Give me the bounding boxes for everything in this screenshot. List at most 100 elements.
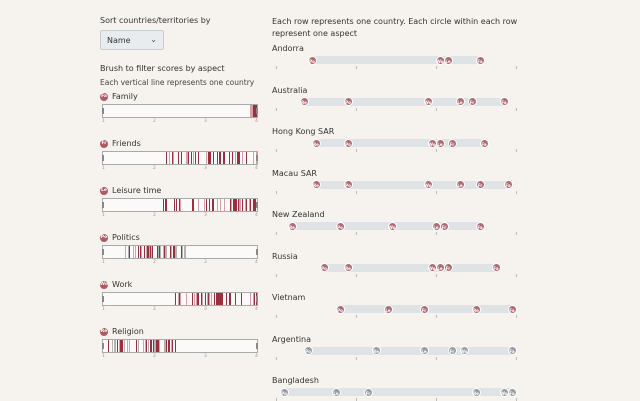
aspect-dot-fa[interactable]: Fa bbox=[507, 387, 517, 397]
aspect-dot-le[interactable]: Le bbox=[435, 138, 445, 148]
country-line bbox=[200, 293, 202, 305]
aspect-dot-fa[interactable]: Fa bbox=[507, 346, 517, 355]
brush-axis-label: 1 bbox=[102, 166, 105, 171]
sort-select[interactable]: Name ⌄ bbox=[100, 30, 164, 50]
aspect-dot-re[interactable]: Re bbox=[471, 387, 481, 397]
country-line bbox=[197, 152, 199, 164]
aspect-dot-re[interactable]: Re bbox=[311, 180, 321, 189]
brush-handle[interactable] bbox=[256, 202, 258, 208]
country-range-bar bbox=[320, 263, 500, 272]
country-line bbox=[226, 293, 228, 305]
aspect-dot-po[interactable]: Po bbox=[343, 138, 353, 148]
aspect-dot-fr[interactable]: Fr bbox=[443, 263, 453, 272]
aspect-dot-fa[interactable]: Fa bbox=[475, 55, 485, 65]
brush-handle[interactable] bbox=[102, 202, 104, 208]
country-line bbox=[117, 340, 119, 352]
brush-handle[interactable] bbox=[256, 343, 258, 349]
country-line bbox=[181, 246, 183, 258]
aspect-dot-po[interactable]: Po bbox=[303, 346, 313, 355]
brush-re[interactable] bbox=[102, 339, 258, 353]
aspect-dot-re[interactable]: Re bbox=[299, 97, 309, 106]
aspect-dot-le[interactable]: Le bbox=[443, 55, 453, 65]
country-line bbox=[253, 293, 255, 305]
aspect-dot-fa[interactable]: Fa bbox=[503, 180, 513, 189]
country-line bbox=[163, 246, 164, 258]
aspect-dot-po[interactable]: Po bbox=[307, 55, 317, 65]
brush-handle[interactable] bbox=[256, 249, 258, 255]
aspect-dot-re[interactable]: Re bbox=[471, 304, 481, 314]
country-line bbox=[148, 246, 150, 258]
aspect-dot-le[interactable]: Le bbox=[383, 304, 393, 314]
aspect-dot-wo[interactable]: Wo bbox=[459, 346, 469, 355]
country-line bbox=[253, 152, 255, 164]
aspect-dot-po[interactable]: Po bbox=[319, 263, 329, 272]
aspect-dot-le[interactable]: Le bbox=[331, 387, 341, 397]
country-line bbox=[252, 293, 254, 305]
country-line bbox=[174, 246, 175, 258]
aspect-dot-le[interactable]: Le bbox=[419, 346, 429, 355]
aspect-dot-fa[interactable]: Fa bbox=[507, 304, 517, 314]
brush-handle[interactable] bbox=[256, 296, 258, 302]
country-line bbox=[242, 199, 244, 211]
country-line bbox=[246, 199, 248, 211]
aspect-dot-wo[interactable]: Wo bbox=[423, 180, 433, 189]
row-axis-tick bbox=[516, 273, 517, 277]
brush-wo[interactable] bbox=[102, 292, 258, 306]
country-line bbox=[216, 293, 218, 305]
aspect-dot-po[interactable]: Po bbox=[335, 221, 345, 231]
aspect-dot-fa[interactable]: Fa bbox=[479, 138, 489, 148]
brush-fr[interactable] bbox=[102, 151, 258, 165]
brush-po[interactable] bbox=[102, 245, 258, 259]
row-axis-tick bbox=[356, 66, 357, 69]
aspect-dot-re[interactable]: Re bbox=[371, 346, 381, 355]
aspect-dot-fr[interactable]: Fr bbox=[419, 304, 429, 314]
country-line bbox=[138, 246, 140, 258]
row-axis-tick bbox=[436, 190, 437, 194]
country-line bbox=[141, 246, 143, 258]
aspect-dot-le[interactable]: Le bbox=[455, 97, 465, 106]
aspect-dot-wo[interactable]: Wo bbox=[387, 221, 397, 231]
brush-handle[interactable] bbox=[256, 155, 258, 161]
brush-handle[interactable] bbox=[102, 155, 104, 161]
aspect-dot-fa[interactable]: Fa bbox=[499, 97, 509, 106]
aspect-dot-po[interactable]: Po bbox=[335, 304, 345, 314]
aspect-dot-fr[interactable]: Fr bbox=[467, 97, 477, 106]
aspect-dot-re[interactable]: Re bbox=[287, 221, 297, 231]
aspect-dot-fa[interactable]: Fa bbox=[491, 263, 501, 272]
country-line bbox=[157, 340, 159, 352]
country-line bbox=[254, 199, 256, 211]
aspect-dot-re[interactable]: Re bbox=[311, 138, 321, 148]
aspect-dot-po[interactable]: Po bbox=[343, 180, 353, 189]
country-line bbox=[191, 152, 193, 164]
country-line bbox=[123, 340, 125, 352]
aspect-dot-fa[interactable]: Fa bbox=[475, 221, 485, 231]
aspect-dot-fr[interactable]: Fr bbox=[447, 346, 457, 355]
country-line bbox=[174, 340, 176, 352]
country-line bbox=[221, 293, 223, 305]
brush-handle[interactable] bbox=[102, 249, 104, 255]
brush-handle[interactable] bbox=[102, 108, 104, 114]
brush-handle[interactable] bbox=[256, 108, 258, 114]
aspect-dot-fr[interactable]: Fr bbox=[363, 387, 373, 397]
country-line bbox=[223, 152, 225, 164]
country-line bbox=[178, 293, 180, 305]
brush-le[interactable] bbox=[102, 198, 258, 212]
country-line bbox=[208, 293, 209, 305]
row-axis-tick bbox=[516, 190, 517, 194]
aspect-dot-fr[interactable]: Fr bbox=[475, 180, 485, 189]
aspect-dot-le[interactable]: Le bbox=[455, 180, 465, 189]
aspect-dot-fr[interactable]: Fr bbox=[439, 221, 449, 231]
brush-axis-label: 2 bbox=[153, 354, 156, 359]
aspect-dot-re[interactable]: Re bbox=[343, 263, 353, 272]
country-line bbox=[159, 340, 161, 352]
aspect-dot-fr[interactable]: Fr bbox=[447, 138, 457, 148]
aspect-dot-po[interactable]: Po bbox=[343, 97, 353, 106]
brush-fa[interactable] bbox=[102, 104, 258, 118]
country-line bbox=[165, 340, 167, 352]
brush-handle[interactable] bbox=[102, 343, 104, 349]
country-line bbox=[151, 246, 153, 258]
brush-handle[interactable] bbox=[102, 296, 104, 302]
brush-axis-label: 1 bbox=[102, 307, 105, 312]
aspect-dot-po[interactable]: Po bbox=[279, 387, 289, 397]
aspect-dot-wo[interactable]: Wo bbox=[423, 97, 433, 106]
